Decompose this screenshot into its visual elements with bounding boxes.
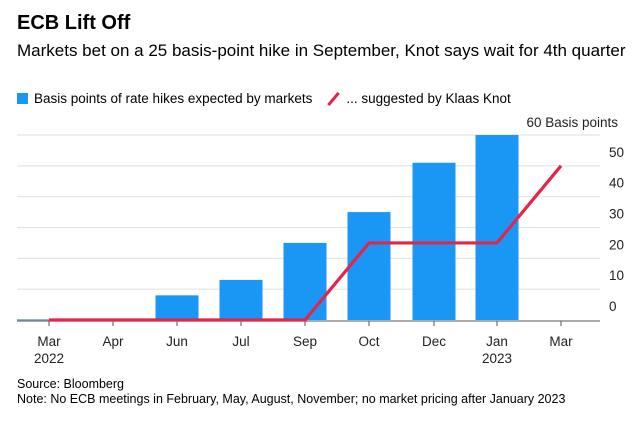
x-tick-label: Jan [486,334,508,349]
y-tick-label: 30 [609,207,624,222]
x-tick-year: 2023 [482,351,512,366]
x-tick-label: Jun [166,334,188,349]
x-tick-label: Sep [293,334,317,349]
bar [156,295,199,320]
x-tick-label: Oct [358,334,379,349]
y-tick-label: 10 [609,268,624,283]
chart-area: 0 10 20 30 40 50 60 Basis points Mar 2022 Apr Jun J… [0,0,643,424]
x-tick-label: Apr [102,334,124,349]
footnote: Note: No ECB meetings in February, May, … [17,392,565,407]
source-note: Source: Bloomberg [17,377,565,392]
x-tick-label: Mar [37,334,61,349]
y-tick-label: 40 [609,176,624,191]
y-unit-label: 60 Basis points [526,115,618,130]
footer: Source: Bloomberg Note: No ECB meetings … [17,377,565,407]
y-tick-label: 20 [609,237,624,252]
x-tick-year: 2022 [34,351,64,366]
x-tick-label: Mar [549,334,573,349]
y-tick-label: 0 [609,299,617,314]
bar [348,212,391,320]
bar [220,280,263,320]
x-tick-label: Jul [232,334,249,349]
x-tick-label: Dec [422,334,446,349]
y-tick-label: 50 [609,145,624,160]
bar [476,135,519,320]
bar [284,243,327,320]
